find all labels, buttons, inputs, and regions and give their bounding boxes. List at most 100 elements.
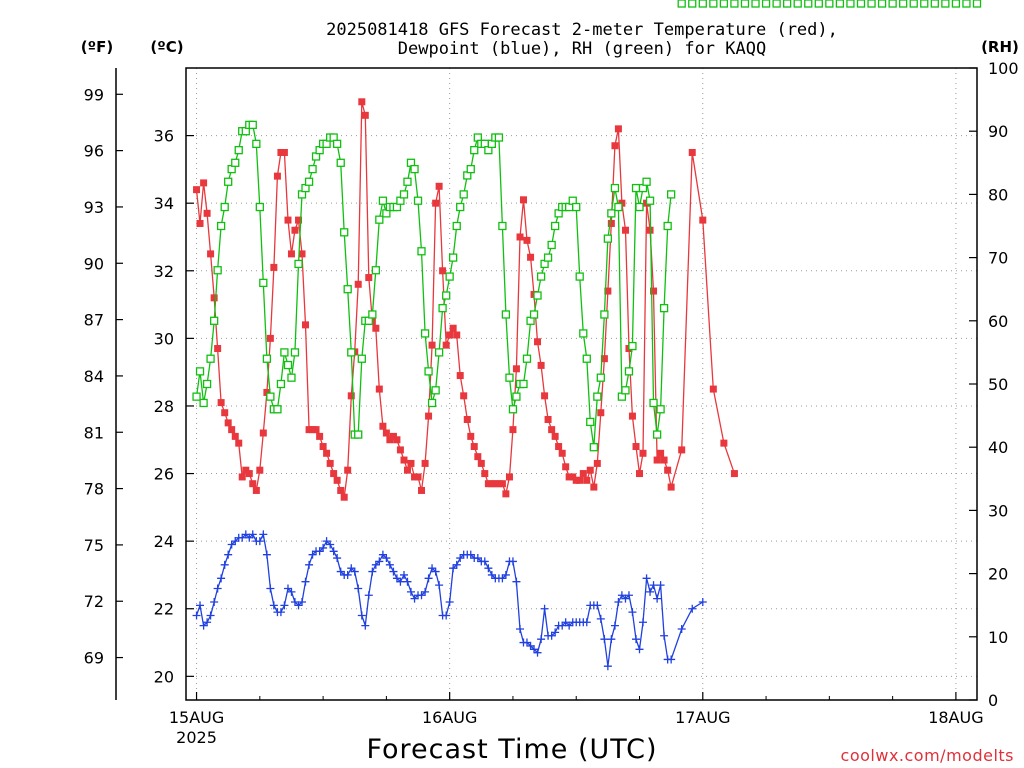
dewpoint-point xyxy=(326,540,335,549)
rh-point xyxy=(378,196,388,205)
temperature-point xyxy=(414,473,422,481)
dewpoint-point xyxy=(357,611,366,620)
dewpoint-point xyxy=(653,594,662,603)
dewpoint-point xyxy=(333,554,342,563)
dewpoint-point xyxy=(213,584,222,593)
rh-point xyxy=(505,373,514,382)
dewpoint-series xyxy=(193,530,707,671)
rh-point xyxy=(252,139,261,148)
rh-point xyxy=(442,291,451,300)
rh-point xyxy=(543,253,553,262)
temperature-point xyxy=(509,426,517,434)
dewpoint-point xyxy=(614,597,623,606)
temperature-point xyxy=(505,473,513,481)
rh-point xyxy=(283,360,293,370)
rh-point xyxy=(498,221,507,231)
rh-point xyxy=(804,0,813,8)
rh-point xyxy=(470,146,479,155)
temperature-point xyxy=(249,480,257,488)
dewpoint-point xyxy=(227,540,236,549)
dewpoint-point xyxy=(617,591,626,600)
rh-tick-label: 10 xyxy=(988,628,1008,647)
temperature-point xyxy=(467,432,475,440)
dewpoint-point xyxy=(241,530,250,539)
rh-tick-label: 90 xyxy=(988,122,1008,141)
rh-point xyxy=(972,0,982,8)
dewpoint-point xyxy=(248,530,257,539)
rh-point xyxy=(533,291,542,300)
rh-point xyxy=(751,0,760,8)
temperature-point xyxy=(512,365,520,373)
rh-point xyxy=(332,139,342,148)
rh-point xyxy=(375,215,384,224)
rh-point xyxy=(195,367,205,376)
dewpoint-point xyxy=(660,631,669,640)
dewpoint-point xyxy=(610,621,619,630)
celsius-tick-label: 36 xyxy=(154,127,174,146)
dewpoint-point xyxy=(308,550,317,559)
temperature-point xyxy=(301,321,309,329)
dewpoint-point xyxy=(315,547,324,556)
temperature-point xyxy=(456,372,464,380)
temperature-point xyxy=(354,280,362,288)
dewpoint-point xyxy=(350,567,359,576)
dewpoint-point xyxy=(410,594,419,603)
dewpoint-point xyxy=(487,570,496,579)
rh-point xyxy=(575,272,584,281)
rh-point xyxy=(624,367,634,376)
dewpoint-point xyxy=(473,554,482,563)
temperature-point xyxy=(393,436,401,444)
dewpoint-point xyxy=(530,645,539,654)
temperature-point xyxy=(498,480,506,488)
time-axis: 15AUG16AUG17AUG18AUG19AUG20AUG21AUG22AUG… xyxy=(169,692,984,747)
dewpoint-point xyxy=(533,648,542,657)
temperature-point xyxy=(604,287,612,295)
dewpoint-point xyxy=(452,560,461,569)
temperature-point xyxy=(548,426,556,434)
time-tick-label: 16AUG xyxy=(422,708,477,727)
dewpoint-point xyxy=(283,584,292,593)
rh-point xyxy=(856,0,866,8)
temperature-point xyxy=(636,470,644,478)
rh-point xyxy=(603,234,613,243)
dewpoint-point xyxy=(238,533,247,542)
rh-point xyxy=(614,202,623,212)
dewpoint-point xyxy=(600,635,609,644)
dewpoint-point xyxy=(255,537,264,546)
x-axis-title: Forecast Time (UTC) xyxy=(366,734,657,765)
temperature-point xyxy=(614,125,622,133)
temperature-point xyxy=(295,216,303,224)
dewpoint-point xyxy=(396,577,405,586)
temperature-point xyxy=(263,388,271,396)
temperature-point xyxy=(228,426,236,434)
fahrenheit-tick-label: 69 xyxy=(84,649,104,668)
dewpoint-point xyxy=(403,577,412,586)
temperature-point xyxy=(586,466,594,474)
rh-point xyxy=(877,0,887,8)
rh-point xyxy=(248,120,257,130)
dewpoint-point xyxy=(319,543,328,552)
temperature-point xyxy=(284,216,292,224)
temperature-point xyxy=(421,459,429,467)
dewpoint-point xyxy=(428,564,437,573)
rh-point xyxy=(656,405,665,414)
dewpoint-point xyxy=(294,601,303,610)
celsius-tick-label: 28 xyxy=(154,397,174,416)
temperature-point xyxy=(590,483,598,491)
temperature-point xyxy=(632,443,640,451)
dewpoint-point xyxy=(508,557,517,566)
rh-tick-label: 60 xyxy=(988,312,1008,331)
temperature-point xyxy=(266,334,274,342)
temperature-point xyxy=(583,476,591,484)
rh-point xyxy=(368,310,377,319)
rh-point xyxy=(308,164,317,174)
rh-point xyxy=(951,0,961,8)
temperature-point xyxy=(523,236,531,244)
credit-text: coolwx.com/modelts xyxy=(841,746,1014,765)
temperature-point xyxy=(562,463,570,471)
temperature-point xyxy=(256,466,264,474)
chart-title: 2025081418 GFS Forecast 2-meter Temperat… xyxy=(326,20,838,59)
rh-point xyxy=(522,354,532,363)
dewpoint-point xyxy=(526,641,535,650)
dewpoint-point xyxy=(431,567,440,576)
